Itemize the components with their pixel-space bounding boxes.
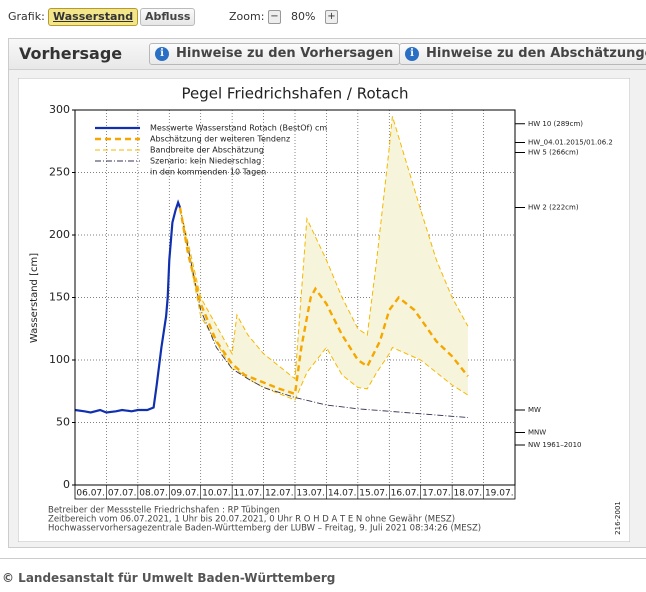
series-line [179, 209, 469, 401]
chart: Pegel Friedrichshafen / Rotach Wassersta… [18, 78, 630, 542]
legend-note: in den kommenden 10 Tagen [150, 168, 266, 177]
zoom-label: Zoom: [229, 10, 265, 23]
reference-label: NW 1961–2010 [528, 441, 582, 449]
reference-label: HW 5 (266cm) [528, 149, 579, 157]
side-label: 216-2001 [614, 501, 622, 535]
series-line [179, 116, 469, 380]
footer-rule [0, 558, 646, 559]
x-tick-label: 13.07. [296, 489, 325, 499]
zoom-in[interactable]: + [325, 10, 338, 24]
x-tick-label: 06.07. [76, 489, 105, 499]
tab-label: Hinweise zu den Vorhersagen [176, 46, 394, 61]
legend-label: Szenario: kein Niederschlag [150, 157, 261, 166]
grafik-label: Grafik: [8, 10, 45, 23]
footer: © Landesanstalt für Umwelt Baden-Württem… [2, 571, 336, 585]
abfluss-button[interactable]: Abfluss [140, 8, 196, 26]
reference-label: MW [528, 406, 541, 414]
x-tick-label: 07.07. [108, 489, 137, 499]
legend-label: Bandbreite der Abschätzung [150, 146, 264, 155]
x-tick-label: 08.07. [139, 489, 168, 499]
reference-label: MNW [528, 429, 546, 437]
x-tick-label: 16.07. [391, 489, 420, 499]
chart-note: Zeitbereich vom 06.07.2021, 1 Uhr bis 20… [48, 515, 455, 525]
chart-note: Hochwasservorhersagezentrale Baden-Württ… [48, 524, 481, 534]
plot-frame [74, 109, 516, 486]
x-tick-label: 15.07. [359, 489, 388, 499]
panel-title: Vorhersage [19, 44, 123, 63]
y-tick-label: 50 [56, 416, 70, 429]
x-tick-label: 09.07. [171, 489, 200, 499]
tab[interactable]: i Hinweise zu den Abschätzunge [399, 43, 646, 65]
zoom-value: 80% [291, 10, 316, 23]
tab[interactable]: i Hinweise zu den Vorhersagen [149, 43, 401, 65]
legend-label: Abschätzung der weiteren Tendenz [150, 135, 290, 144]
reference-label: HW 10 (289cm) [528, 120, 583, 128]
y-tick-label: 200 [49, 228, 70, 241]
tab-label: Hinweise zu den Abschätzunge [426, 46, 646, 61]
series-line [178, 207, 469, 396]
x-tick-label: 18.07. [454, 489, 483, 499]
legend-label: Messwerte Wasserstand Rotach (BestOf) cm [150, 124, 327, 133]
x-tick-label: 10.07. [202, 489, 231, 499]
series-line [179, 207, 468, 418]
reference-label: HW_04.01.2015/01.06.2 [528, 139, 613, 147]
reference-label: HW 2 (222cm) [528, 204, 579, 212]
wasserstand-button[interactable]: Wasserstand [48, 8, 139, 26]
x-tick-label: 11.07. [234, 489, 263, 499]
x-tick-label: 17.07. [422, 489, 451, 499]
y-tick-label: 0 [63, 478, 70, 491]
y-tick-label: 100 [49, 353, 70, 366]
y-tick-label: 250 [49, 166, 70, 179]
chart-title: Pegel Friedrichshafen / Rotach [181, 85, 408, 103]
series-line [74, 199, 182, 414]
y-axis-label: Wasserstand [cm] [29, 253, 40, 343]
x-tick-label: 14.07. [328, 489, 357, 499]
chart-note: Betreiber der Messstelle Friedrichshafen… [48, 506, 280, 516]
y-tick-label: 150 [49, 291, 70, 304]
x-tick-label: 19.07. [485, 489, 514, 499]
band-area [180, 116, 468, 401]
zoom-out[interactable]: − [268, 10, 281, 24]
x-tick-label: 12.07. [265, 489, 294, 499]
panel-header: Vorhersage i Hinweise zu den Vorhersagen … [9, 39, 646, 70]
y-tick-label: 300 [49, 103, 70, 116]
